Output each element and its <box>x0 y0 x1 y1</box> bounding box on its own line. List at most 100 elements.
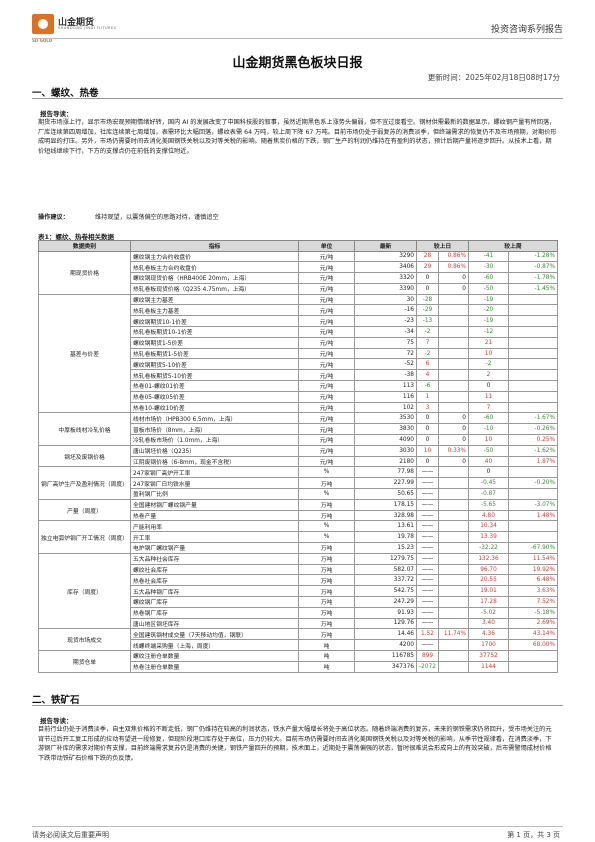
category-cell: 期现货价格 <box>38 250 131 295</box>
unit-cell: 元/吨 <box>298 261 355 274</box>
week-pct-cell: -3.07% <box>508 498 558 511</box>
category-cell: 产量（周度） <box>38 498 131 522</box>
week-change-cell: 21 <box>468 336 509 349</box>
latest-cell: 3320 <box>354 272 417 284</box>
latest-cell: 15.23 <box>354 542 417 554</box>
unit-cell: 万吨 <box>298 477 355 490</box>
week-change-cell: 1700 <box>468 639 509 651</box>
week-pct-cell: -1.45% <box>508 282 558 295</box>
page-number: 第 1 页，共 3 页 <box>507 831 560 839</box>
indicator-cell: 热轧卷板期货10-1价差 <box>130 326 299 338</box>
indicator-cell: 螺纹钢期货1-5价差 <box>130 336 299 349</box>
day-change-cell: -6 <box>416 380 439 392</box>
day-pct-cell: 0 <box>438 455 469 468</box>
day-pct-cell <box>438 315 469 328</box>
week-change-cell: -60 <box>468 412 509 425</box>
unit-cell: 吨 <box>298 639 355 651</box>
unit-cell: % <box>298 488 355 500</box>
day-pct-cell <box>438 574 469 587</box>
week-pct-cell <box>508 315 558 328</box>
indicator-cell: 热卷05-螺纹05价差 <box>130 390 299 403</box>
week-change-cell: 13.39 <box>468 531 509 544</box>
indicator-cell: 螺纹社会库存 <box>130 563 299 576</box>
indicator-cell: 热轧卷板主力合约收盘价 <box>130 261 299 274</box>
day-pct-cell <box>438 639 469 651</box>
day-pct-cell <box>438 401 469 414</box>
day-change-cell: —— <box>416 531 439 544</box>
indicator-cell: 热轧卷板现货价格（Q235 4.75mm，上海） <box>130 282 299 295</box>
day-change-cell: 29 <box>416 261 439 274</box>
week-change-cell: 0 <box>468 466 509 479</box>
day-change-cell: 3 <box>416 401 439 414</box>
indicator-cell: 线材市场价（HPB300 6.5mm，上海） <box>130 412 299 425</box>
ops-label: 操作建议： <box>38 214 69 221</box>
table-row: 螺纹钢期货5-10价差 元/吨 -52 6 -2 <box>39 358 558 371</box>
week-pct-cell <box>508 336 558 349</box>
week-change-cell: -0.87 <box>468 488 509 500</box>
category-cell: 库存（周度） <box>38 552 131 630</box>
day-change-cell: —— <box>416 606 439 619</box>
table-row: 中厚板线材冷轧价格 线材市场价（HPB300 6.5mm，上海） 元/吨 3530 0 0… <box>38 412 558 446</box>
day-pct-cell: 0.86% <box>438 261 469 274</box>
indicator-cell: 247家钢厂高炉开工率 <box>130 466 299 479</box>
week-change-cell: 10 <box>468 434 509 446</box>
day-pct-cell <box>438 477 469 490</box>
week-change-cell: 11 <box>468 390 509 403</box>
unit-cell: 万吨 <box>298 563 355 576</box>
company-logo-icon <box>32 14 54 34</box>
indicator-cell: 盈利钢厂比例 <box>130 488 299 500</box>
week-pct-cell: 6.48% <box>508 574 558 587</box>
day-pct-cell <box>438 552 469 565</box>
unit-cell: 元/吨 <box>298 315 355 328</box>
unit-cell: 万吨 <box>298 498 355 511</box>
day-pct-cell <box>438 520 469 533</box>
latest-cell: 30 <box>354 293 417 306</box>
table-caption: 表1：螺纹、热卷相关数据 <box>38 233 115 241</box>
week-change-cell: 4.80 <box>468 509 509 522</box>
week-pct-cell: -1.28% <box>508 250 558 263</box>
page-header: 山金期货 SHANDONG JINDI FUTURES SD GOLD 投资咨询… <box>32 14 563 43</box>
week-change-cell: 2 <box>468 369 509 382</box>
table-row: 钢坯及废钢价格 唐山钢坯价格（Q235） 元/吨 3030 10 0.33% -50 -1.6… <box>38 444 558 468</box>
day-change-cell: —— <box>416 509 439 522</box>
indicator-cell: 螺纹钢现货价格（HRB400E 20mm，上海） <box>130 272 299 284</box>
week-pct-cell <box>508 401 558 414</box>
week-pct-cell: 19.92% <box>508 563 558 576</box>
header-divider <box>32 38 563 39</box>
latest-cell: 347376 <box>354 660 417 673</box>
week-change-cell: -0.45 <box>468 477 509 490</box>
unit-cell: 元/吨 <box>298 434 355 446</box>
category-cell: 钢厂高炉生产及盈利情况（周度） <box>38 466 131 500</box>
day-change-cell: 0 <box>416 434 439 446</box>
table-row: 热轧卷板期货5-10价差 元/吨 -38 4 2 <box>39 369 558 382</box>
indicator-cell: 全国建材钢厂螺纹钢产量 <box>130 498 299 511</box>
week-pct-cell: 0.25% <box>508 434 558 446</box>
latest-cell: 72 <box>354 347 417 360</box>
table-row: 现货市场成交 全国建筑钢材成交量（7天移动均值，钢联） 万吨 14.46 1.52 11.… <box>38 628 558 651</box>
unit-cell: 元/吨 <box>298 444 355 457</box>
indicator-cell: 线螺终端采购量（上海，周度） <box>130 639 299 651</box>
indicator-cell: 唐山地区钢坯库存 <box>130 617 299 630</box>
day-change-cell: —— <box>416 585 439 597</box>
week-pct-cell <box>508 531 558 544</box>
report-series: 投资咨询系列报告 <box>490 25 563 35</box>
day-pct-cell: 0 <box>438 434 469 446</box>
indicator-cell: 唐山钢坯价格（Q235） <box>130 444 299 457</box>
operation-advice: 操作建议： 维持观望，以震荡偏空的思路对待，谨慎追空 <box>38 212 219 221</box>
week-change-cell: 19.01 <box>468 585 509 597</box>
day-change-cell: —— <box>416 488 439 500</box>
unit-cell: 元/吨 <box>298 326 355 338</box>
latest-cell: 328.98 <box>354 509 417 522</box>
week-pct-cell <box>508 304 558 317</box>
latest-cell: -38 <box>354 369 417 382</box>
day-change-cell: —— <box>416 552 439 565</box>
section-divider <box>32 705 563 706</box>
week-change-cell: -32.22 <box>468 542 509 554</box>
latest-cell: -23 <box>354 315 417 328</box>
indicator-cell: 热卷10-螺纹10价差 <box>130 401 299 414</box>
day-change-cell: 0 <box>416 423 439 436</box>
page-title: 山金期货黑色板块日报 <box>232 56 363 71</box>
day-change-cell: —— <box>416 477 439 490</box>
table-row: 期货仓单 螺纹注册仓单数量吨 116785 899 37752 <box>38 649 558 673</box>
week-pct-cell <box>508 520 558 533</box>
